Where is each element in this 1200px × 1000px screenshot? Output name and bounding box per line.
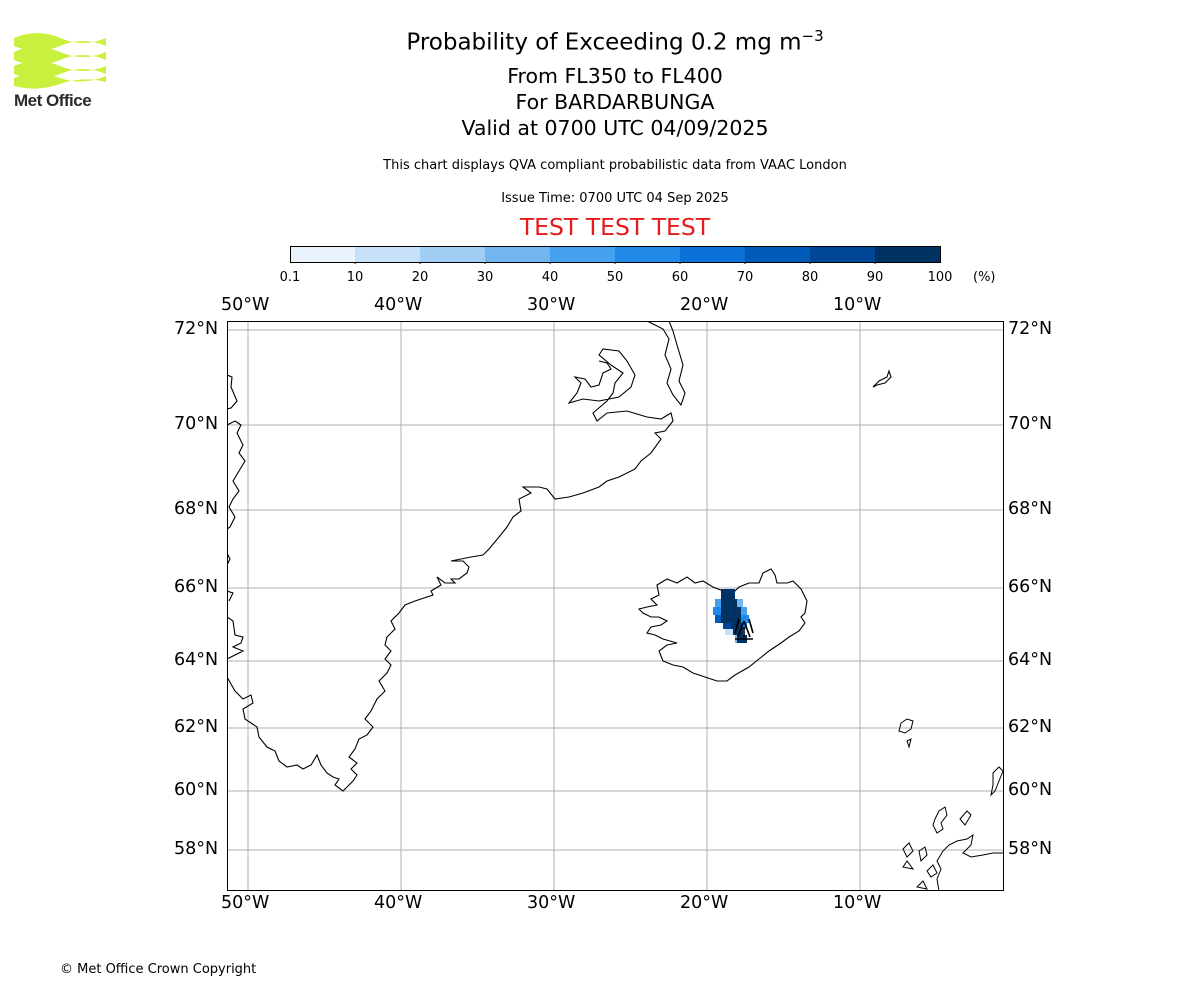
test-banner: TEST TEST TEST: [519, 213, 711, 241]
colorbar-tick-label: 80: [801, 270, 819, 285]
greenland-northeast-coastline: [646, 321, 686, 407]
scotland-coastline: [902, 806, 1004, 891]
colorbar-tick-label: 90: [866, 270, 884, 285]
colorbar: [290, 246, 941, 264]
colorbar-cell: [485, 246, 551, 262]
colorbar-tick-label: 60: [671, 270, 689, 285]
copyright-notice: © Met Office Crown Copyright: [60, 962, 257, 977]
shetland-coastline: [990, 766, 1004, 797]
longitude-label: 50°W: [221, 893, 270, 913]
probability-cell: [725, 629, 733, 635]
map-frame: [227, 321, 1004, 891]
chart-title: Probability of Exceeding 0.2 mg m−3: [0, 27, 1200, 56]
latitude-label: 68°N: [1008, 499, 1053, 519]
colorbar-tick-label: 40: [541, 270, 559, 285]
longitude-label: 10°W: [833, 295, 882, 315]
colorbar-cell: [355, 246, 421, 262]
latitude-label: 62°N: [174, 717, 219, 737]
probability-cell: [733, 629, 743, 635]
colorbar-cell: [550, 246, 616, 262]
longitude-label: 30°W: [527, 893, 576, 913]
longitude-label: 50°W: [221, 295, 270, 315]
colorbar-tick-label: 10: [346, 270, 364, 285]
valid-time: Valid at 0700 UTC 04/09/2025: [461, 116, 769, 140]
latitude-label: 58°N: [1008, 839, 1053, 859]
longitude-label: 40°W: [374, 893, 423, 913]
colorbar-tick-label: 30: [476, 270, 494, 285]
greenland-coastline: [227, 348, 674, 792]
latitude-label: 68°N: [174, 499, 219, 519]
data-disclaimer: This chart displays QVA compliant probab…: [383, 158, 847, 173]
latitude-label: 70°N: [174, 414, 219, 434]
probability-cell: [715, 599, 721, 607]
colorbar-cell: [420, 246, 486, 262]
colorbar-cell: [810, 246, 876, 262]
latitude-label: 64°N: [1008, 650, 1053, 670]
volcano-name: For BARDARBUNGA: [515, 90, 715, 114]
colorbar-cell: [680, 246, 746, 262]
colorbar-tick-label: 0.1: [279, 270, 301, 285]
latitude-label: 72°N: [1008, 319, 1053, 339]
latitude-label: 62°N: [1008, 717, 1053, 737]
title-exponent: −3: [801, 27, 824, 45]
colorbar-cell: [745, 246, 811, 262]
probability-cell: [743, 623, 747, 629]
longitude-label: 20°W: [680, 295, 729, 315]
probability-cell: [737, 599, 743, 607]
colorbar-tick-label: 70: [736, 270, 754, 285]
volcano-marker-icon: [734, 618, 754, 640]
probability-cell: [715, 615, 721, 623]
jan-mayen-coastline: [872, 369, 892, 388]
title-text: Probability of Exceeding 0.2 mg m: [406, 29, 802, 56]
met-office-waves-icon: [14, 33, 106, 89]
issue-time: Issue Time: 0700 UTC 04 Sep 2025: [501, 191, 729, 206]
met-office-logo: [14, 30, 106, 90]
faroe-islands-coastline: [898, 718, 914, 749]
flight-level-range: From FL350 to FL400: [507, 64, 723, 88]
probability-cell: [741, 607, 747, 615]
colorbar-cell: [290, 246, 356, 262]
probability-cell: [721, 599, 737, 607]
iceland-coastline: [637, 568, 808, 682]
latitude-label: 64°N: [174, 650, 219, 670]
colorbar-tick-label: 100: [927, 270, 953, 285]
probability-cell: [713, 607, 721, 615]
probability-cell: [721, 615, 741, 623]
longitude-label: 10°W: [833, 893, 882, 913]
latitude-label: 60°N: [1008, 780, 1053, 800]
latitude-label: 66°N: [1008, 577, 1053, 597]
colorbar-cell: [875, 246, 941, 262]
met-office-logo-text: Met Office: [14, 91, 92, 110]
latitude-label: 58°N: [174, 839, 219, 859]
colorbar-unit: (%): [973, 270, 996, 285]
longitude-label: 40°W: [374, 295, 423, 315]
probability-cell: [741, 615, 749, 623]
latitude-label: 70°N: [1008, 414, 1053, 434]
probability-cell: [723, 623, 731, 629]
longitude-label: 30°W: [527, 295, 576, 315]
colorbar-tick-label: 50: [606, 270, 624, 285]
colorbar-cell: [615, 246, 681, 262]
latitude-label: 72°N: [174, 319, 219, 339]
colorbar-tick-label: 20: [411, 270, 429, 285]
probability-cell: [721, 589, 735, 599]
longitude-label: 20°W: [680, 893, 729, 913]
probability-cell: [721, 607, 741, 615]
latitude-label: 66°N: [174, 577, 219, 597]
latitude-label: 60°N: [174, 780, 219, 800]
